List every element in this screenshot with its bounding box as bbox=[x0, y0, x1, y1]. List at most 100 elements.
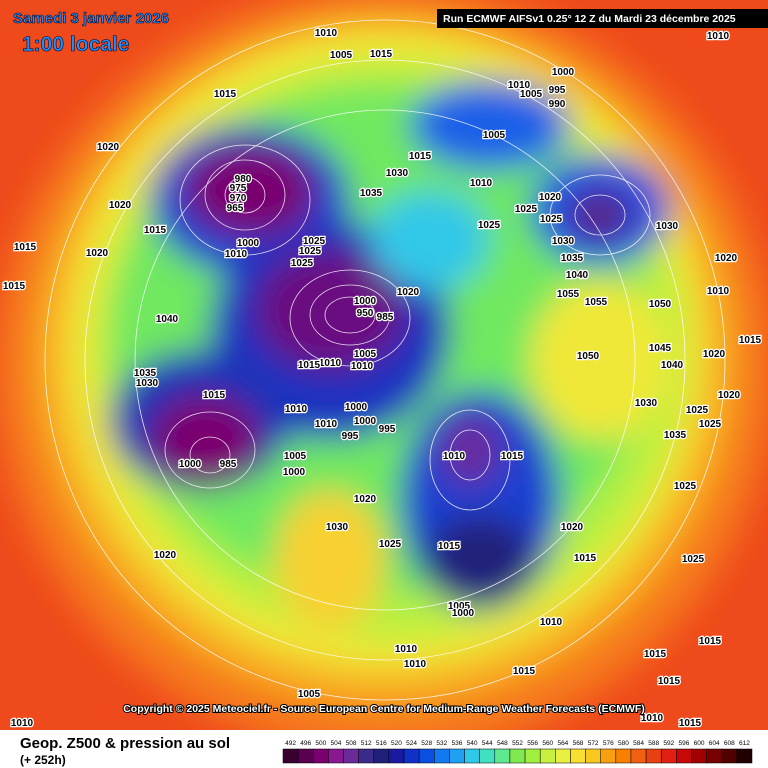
colorbar-label: 564 bbox=[557, 740, 568, 747]
colorbar-label: 540 bbox=[467, 740, 478, 747]
colorbar-swatch bbox=[736, 748, 753, 764]
isobar-label: 1040 bbox=[661, 360, 684, 371]
run-banner bbox=[437, 9, 768, 28]
isobar-label: 990 bbox=[549, 99, 566, 110]
isobar-label: 965 bbox=[227, 203, 244, 214]
colorbar-label: 544 bbox=[482, 740, 493, 747]
colorbar-swatch bbox=[434, 748, 450, 764]
footer-lead: (+ 252h) bbox=[20, 753, 66, 767]
isobar-label: 1020 bbox=[718, 390, 741, 401]
isobar-label: 1030 bbox=[386, 168, 409, 179]
isobar-label: 1025 bbox=[682, 554, 705, 565]
isobar-label: 950 bbox=[357, 308, 374, 319]
isobar-label: 1020 bbox=[539, 192, 562, 203]
isobar-label: 1010 bbox=[404, 659, 427, 670]
copyright: Copyright © 2025 Meteociel.fr - Source E… bbox=[123, 703, 645, 715]
colorbar-swatch bbox=[645, 748, 662, 764]
isobar-label: 1015 bbox=[144, 225, 167, 236]
isobar-label: 1010 bbox=[641, 713, 664, 724]
colorbar-swatch bbox=[721, 748, 738, 764]
isobar-label: 1025 bbox=[515, 204, 538, 215]
colorbar-label: 612 bbox=[739, 740, 750, 747]
colorbar-label: 548 bbox=[497, 740, 508, 747]
colorbar-label: 500 bbox=[315, 740, 326, 747]
colorbar-label: 536 bbox=[452, 740, 463, 747]
colorbar-label: 520 bbox=[391, 740, 402, 747]
isobar-label: 1010 bbox=[707, 286, 730, 297]
isobar-label: 1030 bbox=[136, 378, 159, 389]
colorbar-swatch bbox=[358, 748, 375, 764]
isobar-labels: 1010 1005 1015 1015 1010 1000 1010 1005 995 990 10… bbox=[2, 27, 763, 731]
forecast-date: Samedi 3 janvier 2026 bbox=[13, 10, 169, 27]
isobar-label: 995 bbox=[549, 85, 566, 96]
colorbar-label: 508 bbox=[346, 740, 357, 747]
isobar-label: 1025 bbox=[540, 214, 563, 225]
isobar-label: 1030 bbox=[656, 221, 679, 232]
isobar-label: 1020 bbox=[397, 287, 420, 298]
colorbar-label: 584 bbox=[633, 740, 644, 747]
isobar-label: 1010 bbox=[508, 80, 531, 91]
isobar-label: 1015 bbox=[658, 676, 681, 687]
colorbar-swatch bbox=[660, 748, 677, 764]
colorbar-swatch bbox=[706, 748, 722, 764]
colorbar-label: 568 bbox=[573, 740, 584, 747]
colorbar-swatch bbox=[555, 748, 571, 764]
isobar-label: 1025 bbox=[699, 419, 722, 430]
isobar-label: 1005 bbox=[354, 349, 377, 360]
isobar-label: 1020 bbox=[97, 142, 120, 153]
isobar-label: 1015 bbox=[298, 360, 321, 371]
isobar-label: 1015 bbox=[513, 666, 536, 677]
colorbar-label: 588 bbox=[648, 740, 659, 747]
colorbar-label: 600 bbox=[694, 740, 705, 747]
isobar-label: 1020 bbox=[109, 200, 132, 211]
isobar-label: 1010 bbox=[315, 28, 338, 39]
isobar-label: 1020 bbox=[154, 550, 177, 561]
colorbar-swatch bbox=[479, 748, 496, 764]
isobar-label: 1015 bbox=[203, 390, 226, 401]
isobar-label: 1025 bbox=[379, 539, 402, 550]
isobar-label: 1010 bbox=[11, 718, 34, 729]
isobar-label: 1035 bbox=[360, 188, 383, 199]
isobar-label: 1020 bbox=[561, 522, 584, 533]
run-info: Run ECMWF AIFSv1 0.25° 12 Z du Mardi 23 … bbox=[443, 13, 736, 25]
isobar-label: 1010 bbox=[470, 178, 493, 189]
isobar-label: 1000 bbox=[179, 459, 202, 470]
isobar-label: 1015 bbox=[574, 553, 597, 564]
colorbar-label: 492 bbox=[285, 740, 296, 747]
colorbar-label: 608 bbox=[724, 740, 735, 747]
isobar-label: 1010 bbox=[707, 31, 730, 42]
colorbar-swatch bbox=[630, 748, 647, 764]
colorbar-label: 596 bbox=[678, 740, 689, 747]
forecast-time: 1:00 locale bbox=[22, 33, 129, 56]
isobar-label: 1045 bbox=[649, 343, 672, 354]
isobar-label: 1005 bbox=[448, 601, 471, 612]
isobar-label: 1030 bbox=[552, 236, 575, 247]
isobar-label: 1020 bbox=[703, 349, 726, 360]
isobar-label: 1005 bbox=[330, 50, 353, 61]
colorbar-swatch bbox=[464, 748, 480, 764]
colorbar-label: 552 bbox=[512, 740, 523, 747]
colorbar-label: 576 bbox=[603, 740, 614, 747]
isobar-label: 1050 bbox=[577, 351, 600, 362]
isobar-label: 1020 bbox=[86, 248, 109, 259]
colorbar-label: 556 bbox=[527, 740, 538, 747]
isobar-label: 1000 bbox=[237, 238, 260, 249]
isobar-label: 985 bbox=[377, 312, 394, 323]
colorbar-label: 524 bbox=[406, 740, 417, 747]
colorbar-swatch bbox=[676, 748, 692, 764]
isobar-label: 1000 bbox=[354, 416, 377, 427]
colorbar-swatch bbox=[585, 748, 601, 764]
footer-title: Geop. Z500 & pression au sol bbox=[20, 735, 230, 752]
isobar-label: 1030 bbox=[326, 522, 349, 533]
colorbar-label: 580 bbox=[618, 740, 629, 747]
colorbar-swatch bbox=[691, 748, 707, 764]
isobar-label: 980 bbox=[235, 174, 252, 185]
isobar-label: 1020 bbox=[715, 253, 738, 264]
isobar-label: 1010 bbox=[285, 404, 308, 415]
isobar-label: 1000 bbox=[345, 402, 368, 413]
isobar-label: 1010 bbox=[540, 617, 563, 628]
colorbar-swatch bbox=[524, 748, 541, 764]
colorbar: 492 496 500 504 508 512 516 520 524 528 532 536 540 5… bbox=[282, 740, 753, 764]
